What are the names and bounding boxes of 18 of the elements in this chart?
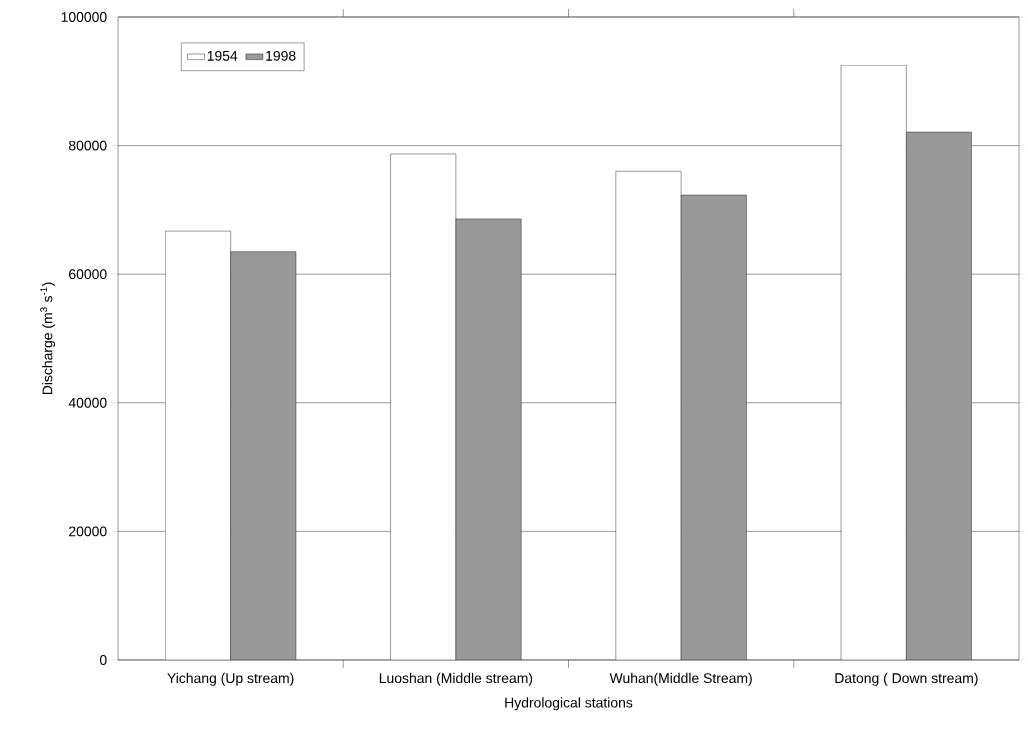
y-tick-label: 100000 bbox=[61, 12, 107, 22]
legend-label: 1998 bbox=[266, 50, 296, 61]
y-tick-label: 20000 bbox=[69, 526, 107, 537]
y-tick-label: 80000 bbox=[68, 140, 107, 151]
y-tick-label: 40000 bbox=[68, 397, 107, 408]
x-tick-label: Luoshan (Middle stream) bbox=[379, 672, 533, 686]
bar bbox=[455, 218, 522, 660]
bar bbox=[230, 251, 297, 660]
bar bbox=[680, 194, 747, 660]
y-axis-title: Discharge (m$^{3}$ s$^{-1}$) bbox=[40, 282, 56, 395]
legend-label: 1954 bbox=[207, 50, 238, 61]
x-tick-label: Wuhan(Middle Stream) bbox=[609, 672, 752, 686]
bar bbox=[906, 131, 972, 660]
y-tick-label: 0 bbox=[99, 655, 107, 665]
x-tick-label: Yichang (Up stream) bbox=[167, 672, 294, 686]
x-tick-label: Datong ( Down stream) bbox=[835, 672, 978, 686]
y-tick-label: 60000 bbox=[69, 269, 107, 280]
x-axis-title: Hydrological stations bbox=[505, 697, 633, 711]
